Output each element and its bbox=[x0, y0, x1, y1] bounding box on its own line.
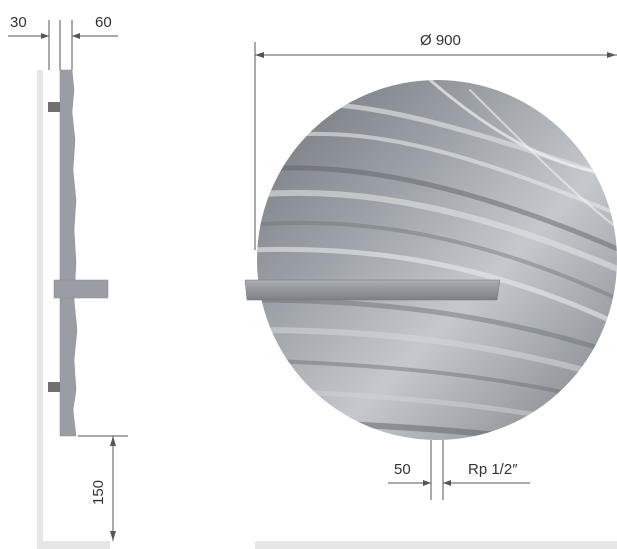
dim-label-diameter: Ø 900 bbox=[420, 32, 461, 49]
dimension-top-depth: 30 60 bbox=[8, 14, 118, 70]
floor-left bbox=[37, 541, 110, 549]
dimension-floor-clearance: 150 bbox=[78, 435, 128, 541]
front-view: Ø 900 50 Rp 1/2″ bbox=[244, 32, 617, 549]
side-view: 30 60 150 bbox=[8, 14, 128, 549]
dimension-connection: 50 Rp 1/2″ bbox=[388, 440, 530, 500]
dim-label-50: 50 bbox=[394, 461, 411, 478]
radiator-disc bbox=[257, 80, 617, 440]
shelf-bar bbox=[244, 279, 501, 301]
dim-label-30: 30 bbox=[10, 14, 27, 31]
dimension-diameter: Ø 900 bbox=[254, 32, 617, 250]
shelf-side bbox=[53, 279, 109, 299]
dim-label-60: 60 bbox=[95, 14, 112, 31]
wall-bracket-top bbox=[48, 102, 60, 112]
wall bbox=[37, 70, 43, 549]
dim-label-rp: Rp 1/2″ bbox=[468, 461, 518, 478]
floor-right bbox=[255, 541, 617, 549]
dim-label-150: 150 bbox=[90, 480, 107, 505]
wall-bracket-bottom bbox=[48, 382, 60, 392]
radiator-side-profile bbox=[59, 69, 78, 437]
